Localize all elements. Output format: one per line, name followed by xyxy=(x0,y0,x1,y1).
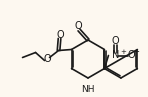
Text: N: N xyxy=(112,51,119,61)
Text: O: O xyxy=(57,29,64,39)
Text: O: O xyxy=(128,51,135,61)
Text: O: O xyxy=(44,55,51,65)
Text: NH: NH xyxy=(81,85,95,94)
Text: +: + xyxy=(120,48,126,55)
Text: O: O xyxy=(112,36,119,46)
Text: O: O xyxy=(74,21,82,31)
Text: −: − xyxy=(132,46,140,56)
